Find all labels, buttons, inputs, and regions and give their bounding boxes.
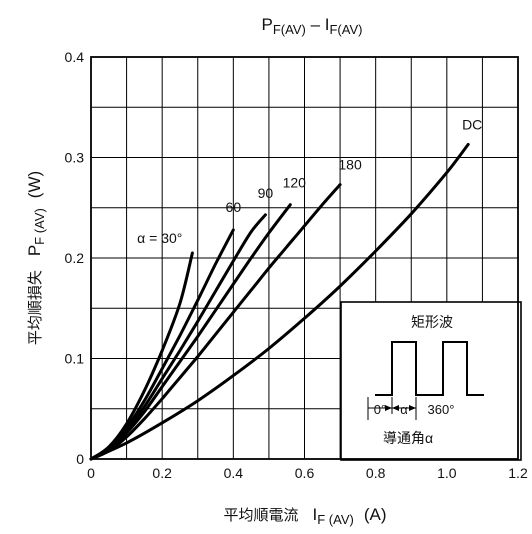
title-dash: – [306,15,325,34]
inset-waveform [375,341,484,396]
y-tick-label: 0.1 [65,351,85,367]
x-axis-label-jp: 平均順電流 [223,507,298,524]
series-label-3: 120 [283,175,307,191]
inset-angle-360: 360° [428,402,455,417]
x-tick-label: 0.6 [295,465,315,481]
series-line-4 [89,183,342,461]
waveform-inset: 矩形波 0° α 360° 導通角α [340,301,522,461]
x-tick-label: 0.8 [366,465,386,481]
x-tick-label: 0.4 [224,465,244,481]
y-axis-label-unit: (W) [25,171,44,198]
x-axis-label-sym: I [313,505,318,524]
inset-angle-alpha: α [400,402,408,417]
x-axis-label-sub: F (AV) [317,512,354,527]
title-i: I [325,15,330,34]
title-i-sub: F(AV) [329,22,362,37]
x-tick-label: 1.0 [437,465,457,481]
inset-angle-0: 0° [374,402,386,417]
series-labels: α = 30° 60 90 120 180 DC [137,116,482,246]
y-tick-label: 0.3 [65,150,85,166]
inset-title: 矩形波 [411,314,453,330]
series-label-0: α = 30° [137,230,182,246]
series-line-5 [89,142,470,461]
series-label-4: 180 [338,157,362,173]
x-tick-label: 0 [87,465,95,481]
plot-frame [90,56,519,460]
y-axis-label: 平均順損失 PF (AV) (W) [25,171,47,345]
title-p-sub: F(AV) [273,22,306,37]
x-axis-label-unit: (A) [364,505,387,524]
series-label-2: 90 [258,185,274,201]
curves [89,142,470,461]
x-tick-labels: 0 0.2 0.4 0.6 0.8 1.0 1.2 [87,465,528,481]
series-label-1: 60 [226,199,242,215]
y-tick-labels: 0 0.1 0.2 0.3 0.4 [65,49,85,467]
x-tick-label: 1.2 [508,465,528,481]
y-axis-label-sub: F (AV) [32,208,47,245]
x-axis-label: 平均順電流 IF (AV) (A) [223,505,386,527]
series-line-3 [89,203,292,461]
y-tick-label: 0.2 [65,250,85,266]
chart-title: PF(AV) – IF(AV) [262,15,363,37]
inset-box [340,301,522,461]
y-tick-label: 0 [76,451,84,467]
inset-arrow-left [385,405,392,411]
title-p: P [262,15,273,34]
y-axis-label-jp: 平均順損失 [27,270,44,345]
inset-arrow-conduction [392,405,399,411]
inset-caption: 導通角α [383,430,433,446]
x-tick-label: 0.2 [152,465,172,481]
y-axis-label-sym: P [25,245,44,256]
inset-arrow-right [409,405,416,411]
y-tick-label: 0.4 [65,49,85,65]
series-label-5: DC [462,116,482,132]
